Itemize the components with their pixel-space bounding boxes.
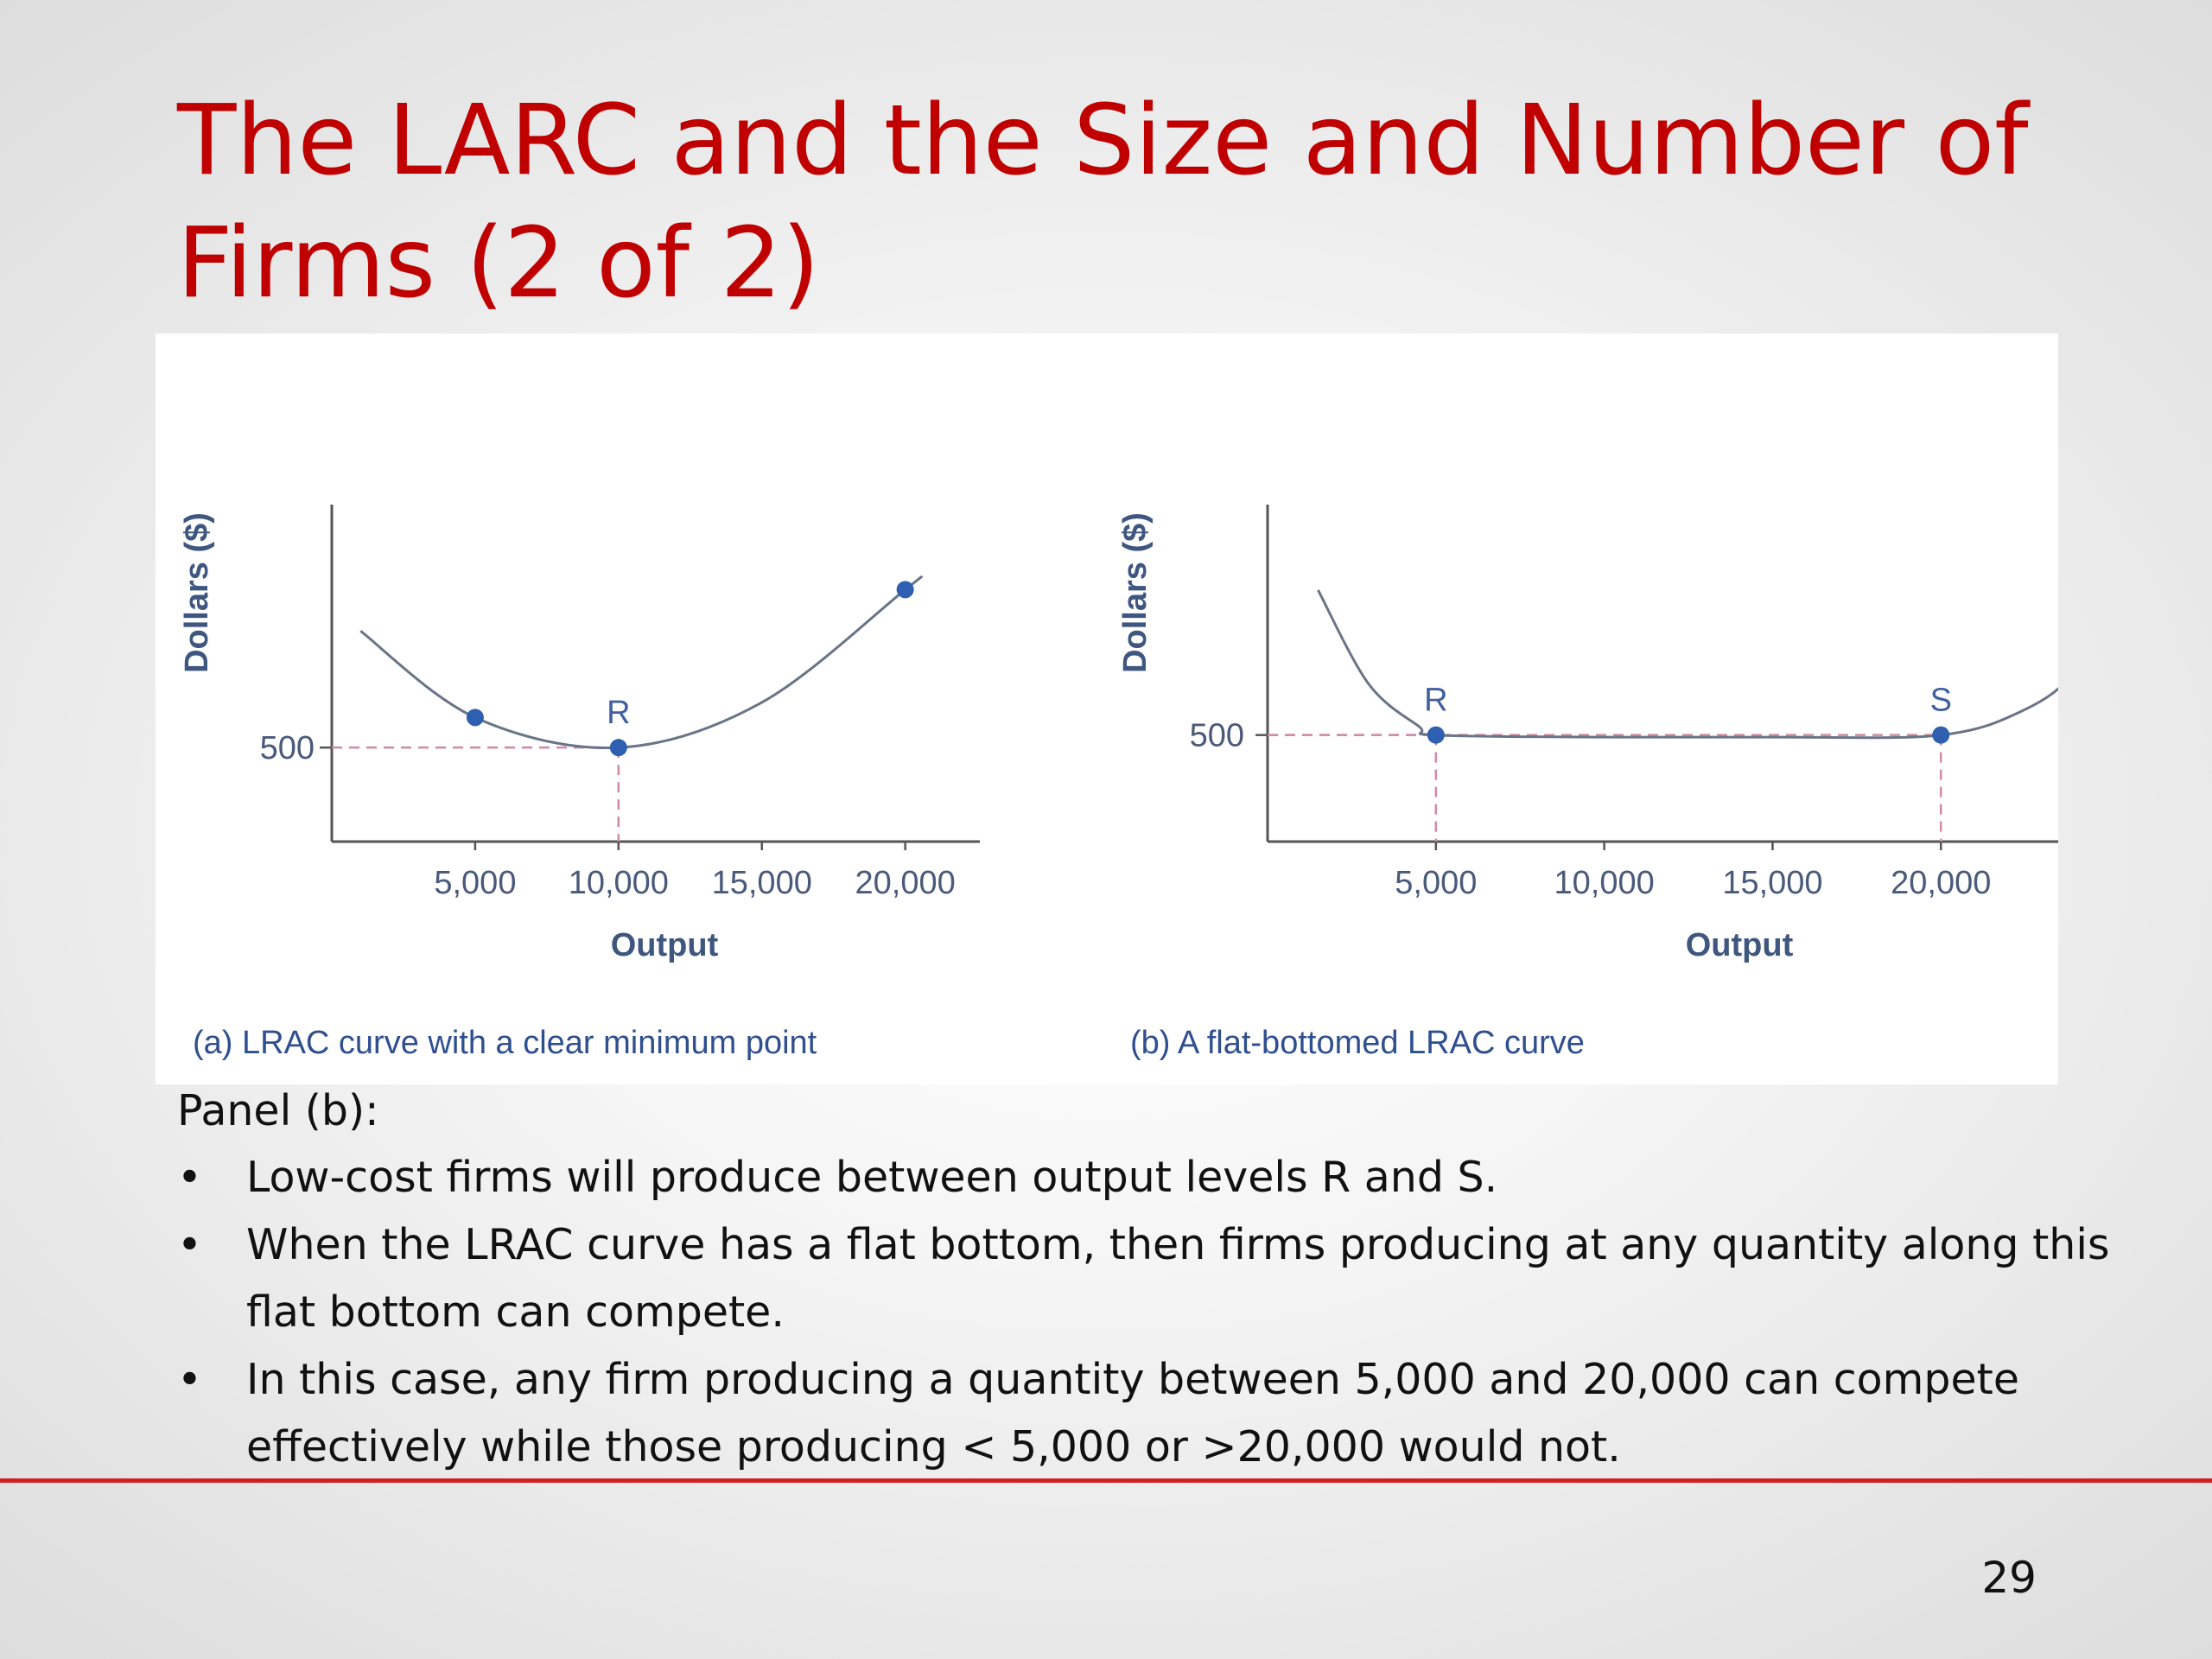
chart-b-data-point [1932,726,1950,744]
bullet-item-2: • When the LRAC curve has a flat bottom,… [177,1211,2121,1346]
chart-b-x-axis-label: Output [1686,927,1794,963]
chart-b-y-axis-label: Dollars ($) [1117,512,1154,673]
chart-b-x-tick-label: 15,000 [1722,865,1822,901]
chart-b-x-tick-label: 20,000 [1891,865,1991,901]
bullet-text: In this case, any firm producing a quant… [246,1355,2019,1404]
chart-a-x-tick-label: 20,000 [855,865,956,901]
panel-label: Panel (b): [177,1086,379,1135]
chart-b-lrac-curve [1317,589,2058,740]
footer-rule [0,1478,2212,1483]
bullet-marker: • [177,1355,202,1404]
chart-a-x-axis-label: Output [611,927,719,963]
title-line-1: The LARC and the Size and Number of [177,85,2029,197]
slide-body: Panel (b): • Low-cost firms will produce… [177,1078,2121,1481]
chart-a-point-label-r: R [607,695,630,731]
chart-a-x-tick-label: 5,000 [434,865,516,901]
bullet-text: Low-cost firms will produce between outp… [246,1153,1498,1202]
chart-b-point-label-r: R [1424,683,1447,719]
chart-a-y-tick-label: 500 [260,730,315,766]
chart-a-y-axis-label: Dollars ($) [179,512,215,673]
lrac-figure: 5,000 10,000 15,000 20,000 500 Output Dollars … [156,334,2058,1084]
bullet-text-continued: flat bottom can compete. [246,1287,785,1337]
chart-b-y-tick-label: 500 [1190,718,1244,754]
title-line-2: Firms (2 of 2) [177,207,820,320]
chart-a-lrac-curve [359,575,923,750]
chart-b-x-tick-label: 5,000 [1395,865,1477,901]
chart-a-x-tick-label: 15,000 [712,865,812,901]
bullet-list: • Low-cost firms will produce between ou… [177,1144,2121,1481]
page-number: 29 [1981,1553,2037,1603]
slide-title: The LARC and the Size and Number of Firm… [177,79,2121,325]
bullet-item-1: • Low-cost firms will produce between ou… [177,1144,2121,1211]
chart-b-caption: (b) A flat-bottomed LRAC curve [1130,1025,1585,1061]
chart-a-x-tick-label: 10,000 [569,865,669,901]
bullet-text: When the LRAC curve has a flat bottom, t… [246,1220,2110,1269]
chart-b-data-point [1427,726,1445,744]
chart-a-data-point [609,739,627,757]
bullet-text-continued: effectively while those producing < 5,00… [246,1422,1621,1471]
chart-a-caption: (a) LRAC curve with a clear minimum poin… [193,1025,817,1061]
chart-b-x-tick-label: 10,000 [1554,865,1655,901]
chart-a-data-point [466,709,484,727]
lrac-charts-svg: 5,000 10,000 15,000 20,000 500 Output Dollars … [179,505,2058,1061]
chart-b-point-label-s: S [1930,683,1952,719]
bullet-item-3: • In this case, any firm producing a qua… [177,1346,2121,1481]
chart-a-data-point [896,581,914,599]
bullet-marker: • [177,1220,202,1269]
bullet-marker: • [177,1153,202,1202]
